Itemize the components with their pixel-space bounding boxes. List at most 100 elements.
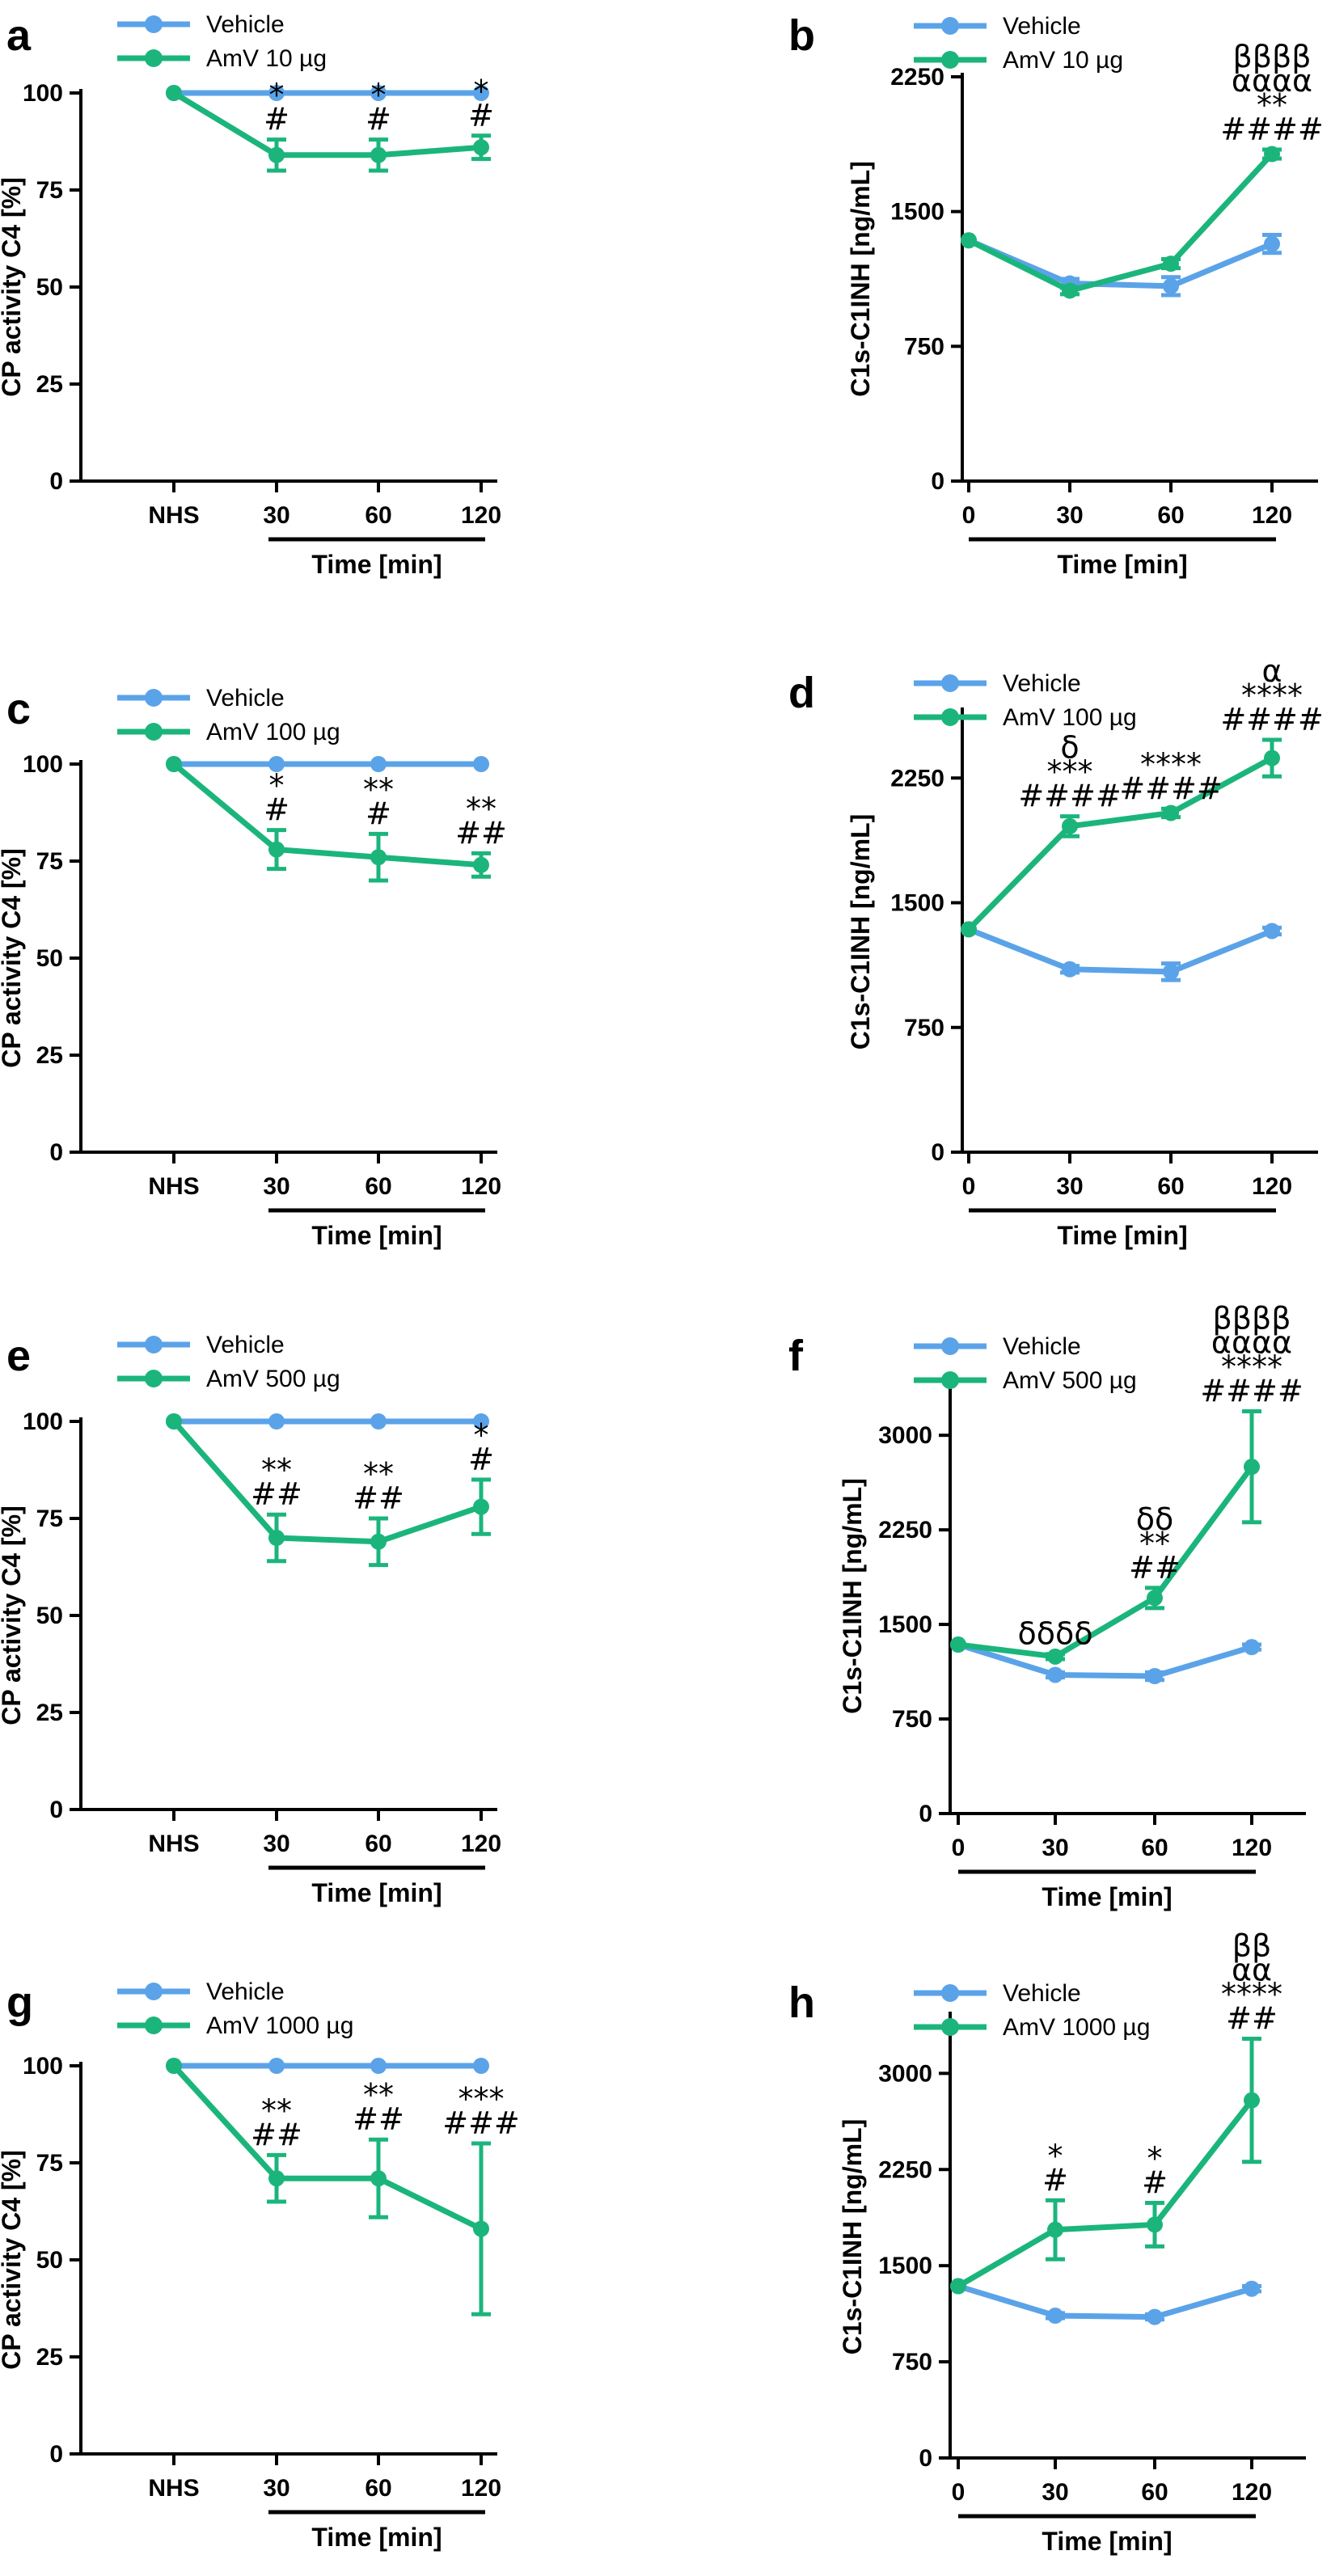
significance-mark-a: * [474,74,489,109]
x-tick-label-d: 0 [962,1173,976,1200]
legend-label-c-1: AmV 100 µg [206,719,340,745]
x-axis-title-d: Time [min] [1057,1221,1187,1250]
significance-mark-b: ** [1257,87,1287,123]
y-tick-label-e: 50 [36,1603,63,1629]
x-tick-label-a: 120 [461,502,501,529]
y-tick-label-b: 2250 [890,64,944,91]
legend-marker-b-1 [941,51,959,69]
significance-mark-d: *** [1047,754,1093,790]
data-point-f [1047,1648,1063,1665]
x-tick-label-a: NHS [148,502,199,529]
significance-mark-h: # [1042,2162,1068,2198]
y-tick-label-g: 50 [36,2247,63,2274]
x-tick-label-a: 30 [263,502,289,529]
significance-mark-f: δδ [1136,1501,1174,1537]
significance-mark-d: δ [1060,730,1079,766]
data-point-b [1264,235,1280,252]
significance-mark-d: α [1261,653,1282,689]
y-tick-label-g: 25 [36,2344,63,2371]
data-point-f [1147,1668,1163,1685]
x-tick-label-a: 60 [365,502,391,529]
legend-marker-e-1 [145,1370,163,1387]
significance-mark-d: #### [1018,779,1121,814]
data-point-f [1244,1639,1260,1656]
legend-label-g-1: AmV 1000 µg [206,2012,353,2039]
significance-mark-d: **** [1140,746,1202,782]
significance-mark-f: αααα [1211,1325,1292,1361]
legend-label-f-0: Vehicle [1003,1333,1081,1360]
panel-letter-g: g [6,1978,33,2027]
legend-label-d-1: AmV 100 µg [1003,704,1137,731]
data-point-f [1147,1590,1163,1607]
significance-mark-c: # [264,792,289,828]
panel-letter-f: f [788,1332,804,1380]
data-point-c [268,756,285,772]
data-point-g [268,2170,285,2187]
data-point-a [473,139,489,156]
legend-label-b-0: Vehicle [1003,13,1081,40]
significance-mark-h: * [1048,2138,1063,2173]
x-tick-label-f: 0 [952,1835,966,1861]
data-point-e [166,1413,182,1429]
x-tick-label-b: 60 [1157,502,1184,529]
y-tick-label-a: 50 [36,274,63,301]
series-line-f-1 [957,1465,1254,1660]
significance-mark-f: ## [1129,1550,1181,1586]
data-point-f [950,1636,966,1653]
y-tick-label-f: 750 [892,1706,932,1733]
y-axis-title-d: C1s-C1INH [ng/mL] [846,814,875,1050]
y-tick-label-c: 50 [36,945,63,972]
data-point-e [370,1533,387,1550]
panel-letter-c: c [6,685,31,733]
legend-label-c-0: Vehicle [206,685,285,712]
significance-mark-a: * [269,78,285,113]
significance-mark-h: # [1142,2164,1168,2200]
y-tick-label-g: 0 [49,2441,63,2468]
series-line-c-1 [171,762,482,868]
x-tick-label-c: NHS [148,1173,199,1200]
y-tick-label-f: 0 [919,1801,932,1827]
x-tick-label-b: 0 [962,502,976,529]
y-tick-label-f: 1500 [878,1611,932,1638]
data-point-g [166,2058,182,2074]
data-point-f [1047,1666,1063,1683]
significance-mark-c: ** [466,791,496,826]
data-point-d [1062,961,1078,978]
series-line-d-0 [967,927,1274,975]
legend-marker-a-1 [145,49,163,67]
panel-letter-a: a [6,11,32,60]
data-point-e [268,1413,285,1429]
y-tick-label-a: 100 [23,80,63,107]
significance-mark-e: # [468,1442,494,1477]
significance-mark-h: αα [1232,1953,1272,1988]
data-point-h [1147,2216,1163,2233]
significance-mark-g: ### [442,2105,520,2141]
x-axis-title-b: Time [min] [1057,550,1187,579]
legend-label-f-1: AmV 500 µg [1003,1367,1137,1394]
data-point-c [473,756,489,772]
series-line-h-0 [957,2283,1253,2321]
y-tick-label-f: 2250 [878,1517,932,1543]
series-line-g-1 [171,2063,483,2232]
x-tick-label-d: 120 [1252,1173,1292,1200]
legend-marker-g-1 [145,2016,163,2034]
legend-marker-h-1 [941,2018,959,2036]
significance-mark-e: ** [363,1456,394,1492]
x-tick-label-c: 60 [365,1173,391,1200]
x-tick-label-f: 30 [1042,1835,1068,1861]
significance-mark-h: ## [1226,2001,1278,2037]
significance-mark-g: *** [458,2081,505,2117]
data-point-g [370,2058,387,2074]
data-point-a [370,85,387,101]
legend-label-e-1: AmV 500 µg [206,1366,340,1392]
significance-mark-f: ** [1139,1526,1170,1561]
data-point-b [1264,146,1280,163]
data-point-c [166,756,182,772]
y-tick-label-e: 0 [49,1797,63,1823]
data-point-h [950,2278,966,2295]
legend-label-b-1: AmV 10 µg [1003,47,1123,74]
x-tick-label-c: 30 [263,1173,289,1200]
y-tick-label-g: 100 [23,2053,63,2080]
data-point-e [268,1530,285,1546]
